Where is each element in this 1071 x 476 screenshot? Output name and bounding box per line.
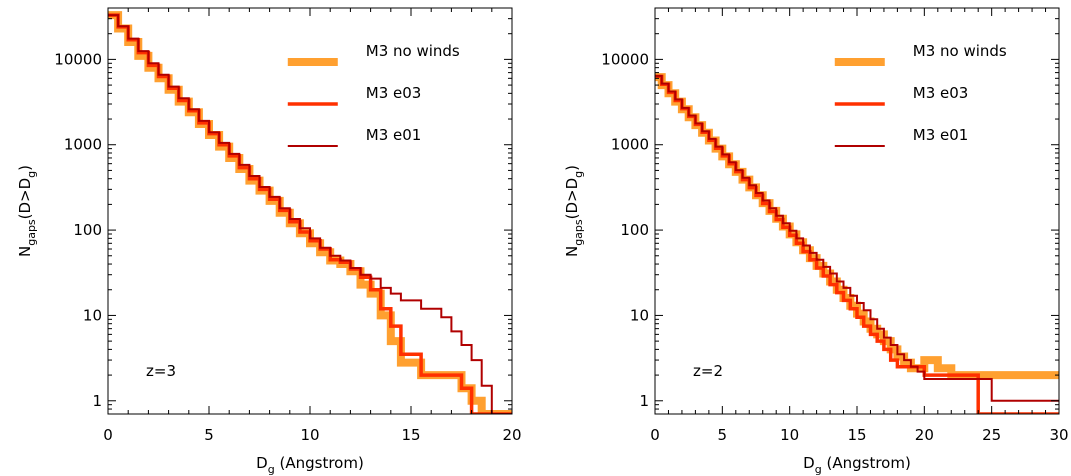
legend-label: M3 e01	[913, 126, 969, 144]
series-line-m3-e03	[108, 13, 512, 414]
series-line-m3-e03	[655, 74, 1059, 414]
y-tick-label: 10	[83, 306, 102, 324]
series-line-m3-e01	[108, 14, 512, 414]
x-tick-label: 15	[847, 426, 866, 444]
plot-frame	[107, 7, 513, 415]
legend-label: M3 e01	[366, 126, 422, 144]
redshift-annotation: z=3	[146, 362, 176, 380]
series-group	[108, 11, 512, 414]
legend-label: M3 e03	[366, 84, 422, 102]
x-tick-label: 0	[650, 426, 660, 444]
series-group	[655, 73, 1059, 414]
x-axis-title: Dg (Angstrom)	[803, 454, 911, 476]
y-tick-label: 10000	[601, 50, 649, 68]
y-tick-label: 1000	[64, 136, 102, 154]
x-tick-label: 30	[1049, 426, 1068, 444]
x-axis-title: Dg (Angstrom)	[256, 454, 364, 476]
y-axis-title: Ngaps(D>Dg)	[16, 165, 38, 257]
chart-panel-1: 0 5 10 15 20 1 10 100 1000 10000 Dg (Angstrom) Ngap…	[16, 7, 522, 476]
legend-label: M3 no winds	[366, 42, 460, 60]
legend-label: M3 e03	[913, 84, 969, 102]
y-tick-label: 10000	[54, 50, 102, 68]
x-tick-label: 15	[401, 426, 420, 444]
legend: M3 no winds M3 e03 M3 e01	[287, 42, 460, 147]
plot-frame	[654, 7, 1060, 415]
legend: M3 no winds M3 e03 M3 e01	[834, 42, 1007, 147]
y-tick-label: 1	[639, 392, 649, 410]
redshift-annotation: z=2	[693, 362, 723, 380]
y-tick-label: 1	[92, 392, 102, 410]
y-axis-title: Ngaps(D>Dg)	[563, 165, 585, 257]
y-tick-label: 1000	[611, 136, 649, 154]
y-tick-label: 100	[73, 221, 102, 239]
series-line-m3-no-winds	[655, 73, 1059, 380]
x-tick-label: 0	[103, 426, 113, 444]
x-tick-label: 5	[204, 426, 214, 444]
x-tick-label: 5	[718, 426, 728, 444]
x-tick-label: 25	[982, 426, 1001, 444]
x-tick-label: 20	[502, 426, 521, 444]
legend-label: M3 no winds	[913, 42, 1007, 60]
series-line-m3-e01	[655, 74, 1059, 402]
y-tick-label: 100	[620, 221, 649, 239]
x-tick-label: 20	[915, 426, 934, 444]
x-tick-label: 10	[780, 426, 799, 444]
x-tick-label: 10	[300, 426, 319, 444]
chart-panel-2: 0 5 10 15 20 25 30 1 10 100 1000 10000 Dg (Angstrom)…	[563, 7, 1069, 476]
y-tick-label: 10	[630, 306, 649, 324]
